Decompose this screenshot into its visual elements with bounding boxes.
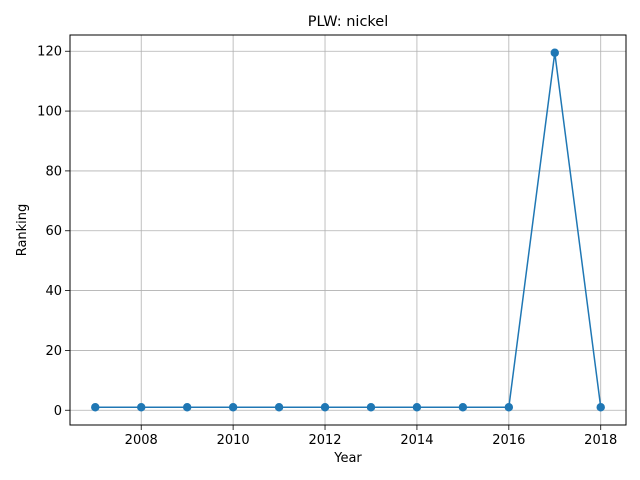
y-tick-label: 40	[45, 284, 62, 299]
data-point	[458, 403, 468, 412]
data-point	[91, 403, 100, 412]
y-axis: 0 20 40 60 80 100 120	[37, 45, 70, 419]
data-point	[366, 403, 376, 412]
plot-frame	[69, 34, 627, 426]
data-point	[228, 403, 238, 412]
series-layer	[91, 48, 605, 412]
x-axis-label: Year	[333, 451, 362, 466]
grid-lines	[70, 35, 626, 425]
x-axis: 2008 2010 2012 2014 2016 2018	[125, 425, 617, 448]
y-tick-label: 100	[37, 105, 62, 120]
x-tick-label: 2008	[125, 433, 158, 448]
x-tick-label: 2018	[584, 433, 617, 448]
data-point	[504, 403, 514, 412]
x-tick-label: 2012	[308, 433, 341, 448]
data-point	[182, 403, 192, 412]
data-point	[137, 403, 146, 412]
y-tick-label: 80	[45, 164, 62, 179]
y-axis-label: Ranking	[15, 204, 30, 257]
y-tick-label: 60	[45, 224, 62, 239]
x-tick-label: 2016	[492, 433, 525, 448]
data-point	[412, 403, 422, 412]
y-tick-label: 120	[37, 45, 62, 60]
chart-title: PLW: nickel	[308, 14, 389, 30]
data-point	[550, 48, 559, 57]
data-point	[274, 403, 284, 412]
x-tick-label: 2010	[217, 433, 250, 448]
y-tick-label: 0	[54, 404, 62, 419]
data-point	[596, 403, 605, 412]
y-tick-label: 20	[45, 344, 62, 359]
series-line	[95, 51, 602, 409]
x-tick-label: 2014	[400, 433, 433, 448]
data-point	[320, 403, 330, 412]
